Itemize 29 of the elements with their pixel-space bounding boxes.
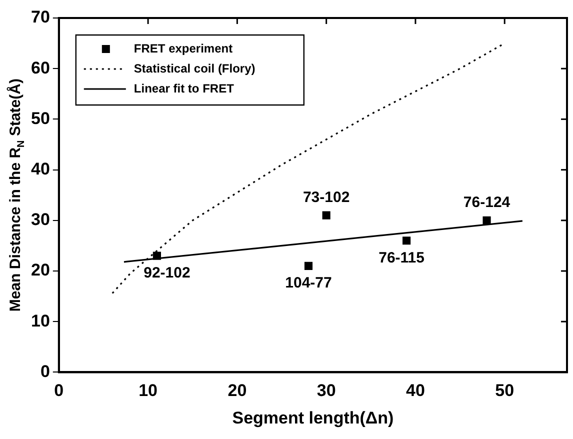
y-tick-label: 0 xyxy=(40,362,50,381)
x-tick-label: 50 xyxy=(495,381,514,400)
x-axis-title: Segment length(Δn) xyxy=(232,408,394,428)
legend-label: FRET experiment xyxy=(134,41,233,56)
annotation: 73-102 xyxy=(302,188,350,206)
point xyxy=(482,216,491,224)
x-tick-label: 0 xyxy=(54,381,64,400)
y-tick-label: 60 xyxy=(30,58,50,78)
point xyxy=(304,262,313,270)
y-tick-label: 40 xyxy=(30,159,50,178)
point xyxy=(152,252,161,260)
y-tick-label: 50 xyxy=(30,108,50,128)
x-tick-label: 20 xyxy=(228,381,247,400)
annotation: 104-77 xyxy=(285,274,332,292)
y-tick-label: 10 xyxy=(30,311,50,330)
x-tick-label: 10 xyxy=(138,381,158,400)
annotation: 76-115 xyxy=(378,249,424,266)
legend-label: Linear fit to FRET xyxy=(134,81,235,96)
y-tick-label: 70 xyxy=(30,8,50,27)
x-tick-label: 30 xyxy=(316,381,336,400)
point xyxy=(402,236,411,245)
y-tick-label: 20 xyxy=(30,260,50,280)
y-axis-title: Mean Distance in the RN State(Å) xyxy=(6,78,27,312)
point xyxy=(322,211,330,220)
legend-label: Statistical coil (Flory) xyxy=(134,61,256,76)
annotation: 76-124 xyxy=(463,194,511,212)
annotation: 92-102 xyxy=(144,264,190,282)
y-tick-label: 30 xyxy=(30,210,50,230)
x-tick-label: 40 xyxy=(406,381,425,400)
